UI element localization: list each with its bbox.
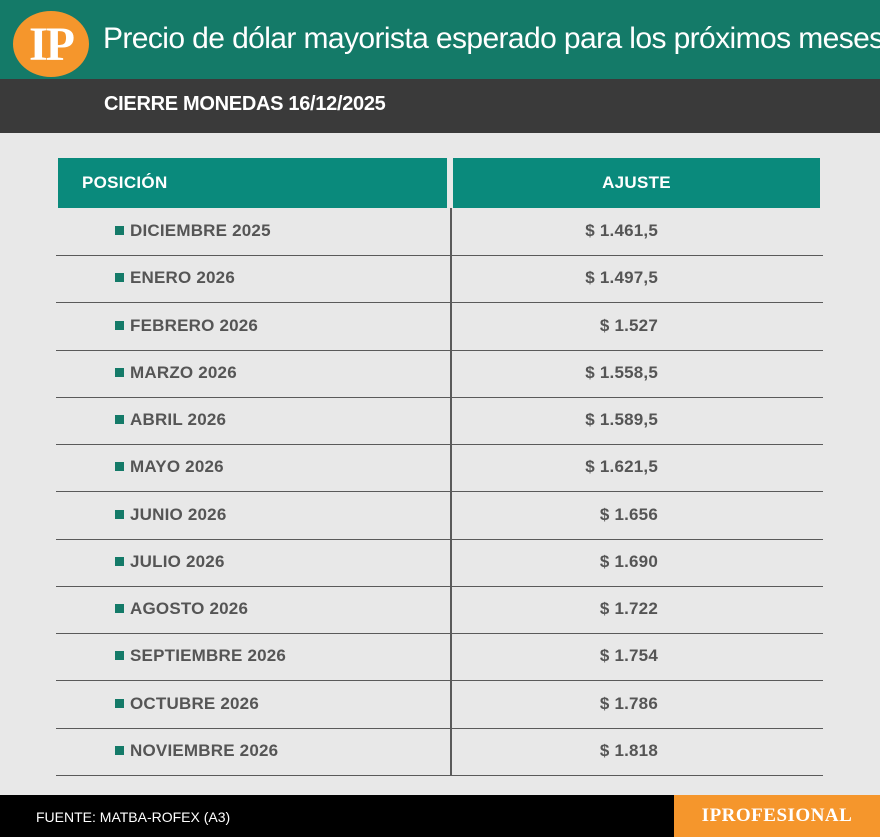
header-bar: IP Precio de dólar mayorista esperado pa…: [0, 0, 880, 79]
square-bullet-icon: [115, 273, 124, 283]
table-row: MARZO 2026 $ 1.558,5: [56, 350, 823, 398]
ajuste-cell: $ 1.497,5: [585, 268, 658, 288]
posicion-cell: NOVIEMBRE 2026: [130, 740, 279, 760]
column-divider: [450, 208, 452, 775]
table-row: FEBRERO 2026 $ 1.527: [56, 303, 823, 351]
posicion-cell: SEPTIEMBRE 2026: [130, 646, 287, 666]
ajuste-cell: $ 1.818: [599, 740, 658, 760]
column-header-ajuste: AJUSTE: [453, 158, 820, 208]
table-row: MAYO 2026 $ 1.621,5: [56, 444, 823, 493]
posicion-cell: FEBRERO 2026: [130, 315, 259, 335]
ajuste-cell: $ 1.527: [599, 315, 658, 335]
square-bullet-icon: [115, 462, 124, 472]
posicion-cell: DICIEMBRE 2025: [130, 221, 271, 240]
posicion-cell: ENERO 2026: [130, 268, 235, 288]
square-bullet-icon: [115, 698, 124, 708]
posicion-cell: JUNIO 2026: [130, 504, 227, 524]
table-row: AGOSTO 2026 $ 1.722: [56, 586, 823, 634]
ajuste-cell: $ 1.656: [599, 504, 658, 524]
posicion-cell: AGOSTO 2026: [130, 599, 249, 618]
square-bullet-icon: [115, 320, 124, 330]
table-row: SEPTIEMBRE 2026 $ 1.754: [56, 633, 823, 682]
square-bullet-icon: [115, 509, 124, 519]
table-row: NOVIEMBRE 2026 $ 1.818: [56, 728, 823, 776]
ajuste-cell: $ 1.786: [599, 693, 658, 713]
square-bullet-icon: [115, 604, 124, 613]
page-title: Precio de dólar mayorista esperado para …: [103, 22, 880, 55]
ajuste-cell: $ 1.722: [599, 599, 658, 618]
posicion-cell: MARZO 2026: [130, 362, 237, 382]
table-row: JULIO 2026 $ 1.690: [56, 539, 823, 587]
posicion-cell: JULIO 2026: [130, 551, 225, 571]
subheader-title: CIERRE MONEDAS 16/12/2025: [104, 93, 386, 115]
subheader-bar: CIERRE MONEDAS 16/12/2025: [0, 79, 880, 133]
brand-logo: IPROFESIONAL: [674, 795, 880, 837]
ajuste-cell: $ 1.754: [599, 646, 658, 666]
column-header-posicion: POSICIÓN: [58, 158, 447, 208]
posicion-cell: MAYO 2026: [130, 457, 224, 477]
square-bullet-icon: [115, 556, 124, 566]
table-row: ENERO 2026 $ 1.497,5: [56, 255, 823, 304]
table-row: OCTUBRE 2026 $ 1.786: [56, 681, 823, 729]
ip-logo: IP: [13, 11, 89, 77]
ajuste-cell: $ 1.461,5: [585, 221, 658, 240]
table-row: DICIEMBRE 2025 $ 1.461,5: [56, 208, 823, 256]
square-bullet-icon: [115, 226, 124, 235]
table-row: ABRIL 2026 $ 1.589,5: [56, 397, 823, 445]
square-bullet-icon: [115, 745, 124, 755]
square-bullet-icon: [115, 415, 124, 424]
square-bullet-icon: [115, 651, 124, 661]
ajuste-cell: $ 1.589,5: [585, 410, 658, 429]
ajuste-cell: $ 1.690: [599, 551, 658, 571]
source-text: FUENTE: MATBA-ROFEX (A3): [36, 809, 231, 825]
ajuste-cell: $ 1.621,5: [585, 457, 658, 477]
ajuste-cell: $ 1.558,5: [585, 362, 658, 382]
posicion-cell: ABRIL 2026: [130, 410, 227, 429]
square-bullet-icon: [115, 367, 124, 377]
table-row: JUNIO 2026 $ 1.656: [56, 492, 823, 540]
posicion-cell: OCTUBRE 2026: [130, 693, 259, 713]
footer-bar: FUENTE: MATBA-ROFEX (A3) IPROFESIONAL: [0, 795, 880, 837]
